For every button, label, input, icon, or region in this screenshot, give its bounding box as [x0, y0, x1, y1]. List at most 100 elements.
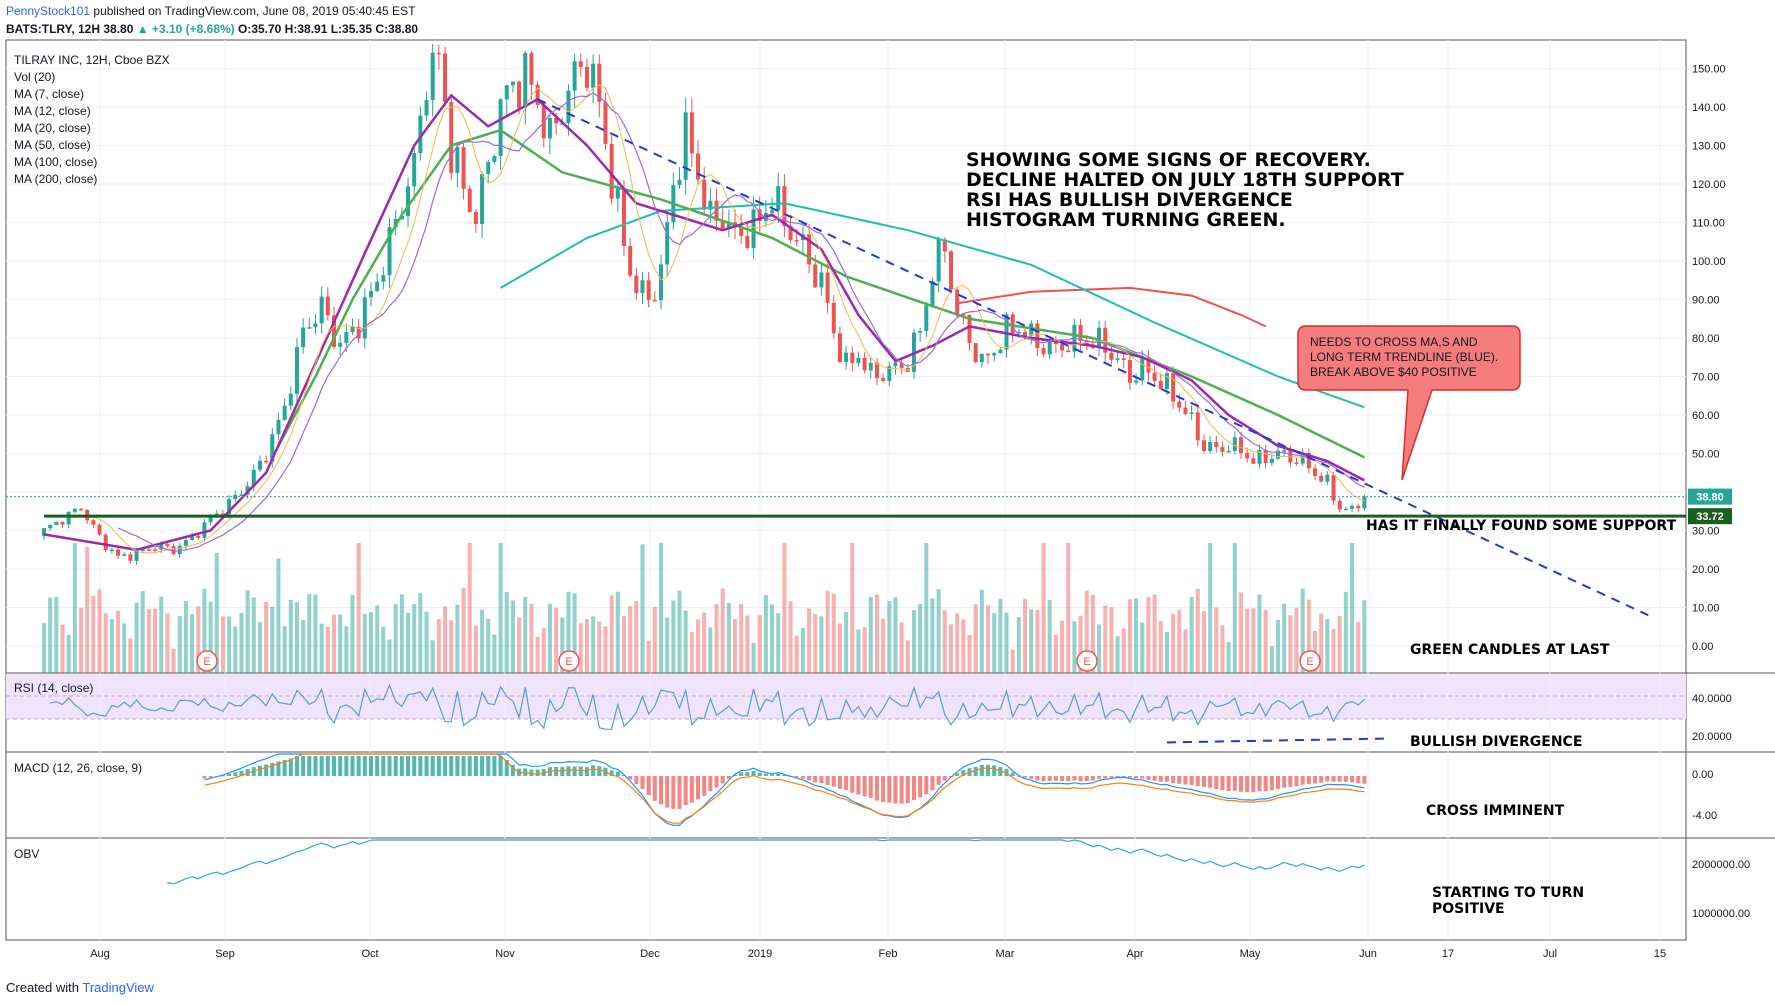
- candle-body: [1121, 358, 1126, 360]
- volume-bar: [461, 588, 466, 673]
- macd-histogram-bar: [584, 767, 589, 776]
- macd-histogram-bar: [887, 776, 892, 803]
- candle-body: [634, 275, 639, 294]
- rsi-tick: 20.0000: [1692, 731, 1732, 743]
- macd-histogram-bar: [881, 776, 886, 803]
- volume-bar: [109, 619, 114, 673]
- macd-histogram-bar: [1134, 776, 1139, 779]
- tradingview-logo-text[interactable]: TradingView: [82, 980, 154, 995]
- volume-bar: [782, 543, 787, 673]
- macd-histogram-bar: [288, 758, 293, 776]
- obv-note: POSITIVE: [1432, 901, 1505, 917]
- volume-bar: [406, 612, 411, 673]
- macd-histogram-bar: [634, 776, 639, 785]
- time-tick-label: 17: [1442, 948, 1454, 960]
- volume-bar: [436, 619, 441, 673]
- candle-body: [1134, 380, 1139, 383]
- volume-bar: [671, 600, 676, 673]
- macd-histogram-bar: [264, 764, 269, 776]
- candle-body: [517, 81, 522, 108]
- candle-body: [294, 347, 299, 394]
- volume-bar: [1263, 610, 1268, 673]
- price-tick-label: 20.00: [1692, 564, 1720, 576]
- candle-body: [1269, 458, 1274, 463]
- volume-bar: [1232, 543, 1237, 673]
- earnings-marker[interactable]: E: [558, 650, 580, 672]
- candle-body: [523, 53, 528, 108]
- volume-bar: [1041, 543, 1046, 673]
- volume-bar: [1090, 594, 1095, 673]
- volume-bar: [640, 544, 645, 673]
- candle-body: [1337, 500, 1342, 510]
- volume-bar: [504, 592, 509, 673]
- macd-histogram-bar: [979, 764, 984, 776]
- volume-bar: [1158, 621, 1163, 673]
- candle-body: [183, 539, 188, 546]
- candle-body: [42, 528, 46, 536]
- volume-bar: [1016, 617, 1021, 673]
- earnings-marker[interactable]: E: [1299, 650, 1321, 672]
- candle-body: [726, 222, 731, 229]
- candle-body: [1035, 323, 1040, 349]
- volume-bar: [998, 598, 1003, 673]
- macd-histogram-bar: [301, 756, 306, 776]
- author-link[interactable]: PennyStock101: [6, 4, 91, 18]
- macd-histogram-bar: [1097, 776, 1102, 779]
- volume-bar: [770, 604, 775, 673]
- candle-body: [1214, 441, 1219, 448]
- earnings-marker[interactable]: E: [196, 650, 218, 672]
- candle-body: [331, 315, 336, 347]
- volume-bar: [1121, 628, 1126, 673]
- ma-line-fast: [117, 92, 1365, 552]
- macd-histogram-bar: [282, 759, 287, 776]
- macd-histogram-bar: [233, 772, 238, 776]
- volume-bar: [165, 613, 170, 673]
- candle-body: [572, 61, 577, 91]
- macd-histogram-bar: [1201, 776, 1206, 788]
- macd-histogram-bar: [1183, 776, 1188, 785]
- volume-bar: [251, 597, 256, 673]
- macd-histogram-bar: [1263, 776, 1268, 792]
- indicators: [6, 683, 1686, 885]
- volume-bar: [1306, 599, 1311, 673]
- candle-body: [480, 174, 485, 224]
- candle-body: [887, 366, 892, 381]
- macd-histogram-bar: [918, 776, 923, 798]
- macd-histogram-bar: [369, 756, 374, 776]
- candle-body: [140, 549, 145, 551]
- volume-bar: [480, 609, 485, 673]
- candle-body: [418, 115, 423, 153]
- candle-body: [492, 156, 497, 162]
- candle-body: [97, 524, 102, 535]
- volume-bar: [85, 546, 90, 673]
- volume-bar: [307, 594, 312, 673]
- candle-body: [369, 291, 374, 298]
- candle-body: [171, 546, 176, 555]
- candle-body: [1023, 331, 1028, 336]
- volume-bar: [800, 627, 805, 673]
- ma-line-fast: [87, 84, 1365, 554]
- volume-bar: [733, 618, 738, 673]
- candle-body: [973, 343, 978, 363]
- macd-histogram-bar: [418, 756, 423, 776]
- candle-body: [257, 460, 262, 470]
- volume-bar: [924, 543, 929, 673]
- ma-line: [43, 93, 1365, 552]
- candle-body: [874, 362, 879, 379]
- volume-bar: [714, 603, 719, 673]
- macd-histogram-bar: [257, 765, 262, 776]
- macd-histogram-bar: [313, 756, 318, 776]
- candle-body: [659, 264, 663, 301]
- volume-bar: [313, 594, 318, 673]
- macd-histogram-bar: [486, 756, 491, 776]
- candle-body: [227, 499, 232, 515]
- macd-histogram-bar: [1041, 776, 1046, 782]
- earnings-marker[interactable]: E: [1076, 650, 1098, 672]
- candle-body: [837, 333, 842, 363]
- volume-bar: [1035, 610, 1040, 673]
- candle-body: [597, 63, 602, 102]
- candle-body: [196, 535, 201, 538]
- macd-histogram-bar: [837, 776, 842, 789]
- candle-body: [1171, 373, 1176, 402]
- volume-bar: [319, 623, 324, 673]
